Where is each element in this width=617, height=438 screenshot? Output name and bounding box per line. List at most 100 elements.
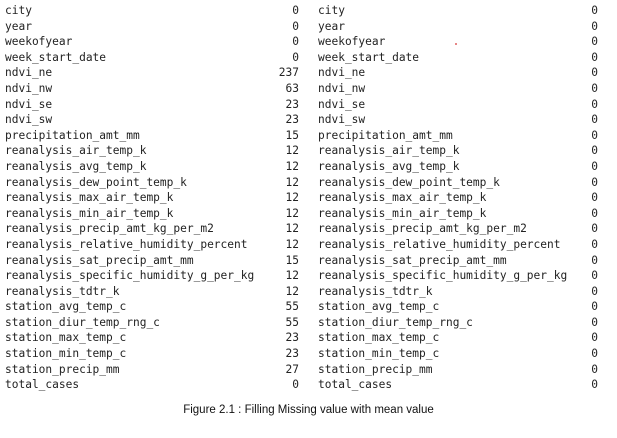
missing-count: 0 <box>292 35 299 49</box>
column-name: reanalysis_tdtr_k <box>5 284 120 298</box>
column-name: reanalysis_avg_temp_k <box>5 159 147 173</box>
column-name: reanalysis_tdtr_k <box>318 284 433 298</box>
missing-count: 63 <box>285 81 299 95</box>
missing-count: 0 <box>591 128 598 142</box>
column-name: station_diur_temp_rng_c <box>5 315 160 329</box>
figure-label: Figure 2.1 <box>183 404 235 416</box>
table-row: station_min_temp_c 23 <box>5 346 299 362</box>
missing-count: 0 <box>591 222 598 236</box>
column-name: station_avg_temp_c <box>5 300 127 314</box>
missing-count-before-table: city 0 year 0 weekofyear 0 week_start_date 0 ndv… <box>5 3 299 393</box>
table-row: reanalysis_sat_precip_amt_mm 15 <box>5 253 299 269</box>
column-name: ndvi_sw <box>5 113 53 127</box>
table-row: year 0 <box>318 19 598 35</box>
column-name: reanalysis_min_air_temp_k <box>318 206 487 220</box>
column-name: ndvi_se <box>5 97 53 111</box>
missing-count: 0 <box>591 331 598 345</box>
table-row: ndvi_sw 0 <box>318 112 598 128</box>
missing-count: 237 <box>278 66 299 80</box>
column-name: ndvi_ne <box>5 66 53 80</box>
column-name: total_cases <box>318 378 393 392</box>
missing-count: 23 <box>285 113 299 127</box>
table-row: station_avg_temp_c 0 <box>318 299 598 315</box>
missing-count: 0 <box>591 144 598 158</box>
column-name: reanalysis_air_temp_k <box>5 144 147 158</box>
missing-count: 0 <box>591 378 598 392</box>
column-name: reanalysis_precip_amt_kg_per_m2 <box>318 222 527 236</box>
column-name: station_max_temp_c <box>5 331 127 345</box>
column-name: reanalysis_air_temp_k <box>318 144 460 158</box>
table-row: city 0 <box>318 3 598 19</box>
table-row: reanalysis_precip_amt_kg_per_m2 0 <box>318 221 598 237</box>
table-row: precipitation_amt_mm 0 <box>318 128 598 144</box>
column-name: reanalysis_specific_humidity_g_per_kg <box>318 269 568 283</box>
missing-count: 0 <box>292 4 299 17</box>
missing-count: 0 <box>591 175 598 189</box>
missing-count: 0 <box>591 253 598 267</box>
column-name: ndvi_sw <box>318 113 366 127</box>
missing-count: 12 <box>285 191 299 205</box>
table-row: total_cases 0 <box>318 377 598 393</box>
column-name: reanalysis_relative_humidity_percent <box>5 237 248 251</box>
table-row: city 0 <box>5 3 299 19</box>
table-row: reanalysis_max_air_temp_k 0 <box>318 190 598 206</box>
column-name: reanalysis_dew_point_temp_k <box>318 175 500 189</box>
column-name: city <box>318 4 345 17</box>
column-name: weekofyear <box>318 35 386 49</box>
column-name: city <box>5 4 32 17</box>
missing-count: 0 <box>591 19 598 33</box>
missing-count: 12 <box>285 144 299 158</box>
column-name: reanalysis_min_air_temp_k <box>5 206 174 220</box>
column-name: weekofyear <box>5 35 73 49</box>
missing-count: 0 <box>591 206 598 220</box>
table-row: reanalysis_dew_point_temp_k 12 <box>5 175 299 191</box>
column-name: reanalysis_avg_temp_k <box>318 159 460 173</box>
column-name: week_start_date <box>5 50 107 64</box>
missing-count: 0 <box>591 315 598 329</box>
column-name: year <box>318 19 345 33</box>
table-row: weekofyear 0 <box>318 34 598 50</box>
table-row: ndvi_se 0 <box>318 97 598 113</box>
table-row: reanalysis_specific_humidity_g_per_kg 0 <box>318 268 598 284</box>
table-row: station_max_temp_c 23 <box>5 330 299 346</box>
missing-count: 15 <box>285 128 299 142</box>
column-name: reanalysis_dew_point_temp_k <box>5 175 187 189</box>
table-row: reanalysis_specific_humidity_g_per_kg 12 <box>5 268 299 284</box>
table-row: ndvi_se 23 <box>5 97 299 113</box>
table-row: station_precip_mm 27 <box>5 362 299 378</box>
missing-count: 0 <box>591 347 598 361</box>
table-row: station_diur_temp_rng_c 0 <box>318 315 598 331</box>
missing-count: 12 <box>285 206 299 220</box>
missing-count: 12 <box>285 222 299 236</box>
table-row: ndvi_ne 0 <box>318 65 598 81</box>
column-name: reanalysis_relative_humidity_percent <box>318 237 561 251</box>
table-row: station_max_temp_c 0 <box>318 330 598 346</box>
column-name: station_min_temp_c <box>318 347 440 361</box>
table-row: reanalysis_min_air_temp_k 12 <box>5 206 299 222</box>
column-name: station_max_temp_c <box>318 331 440 345</box>
table-row: reanalysis_avg_temp_k 12 <box>5 159 299 175</box>
missing-count: 12 <box>285 175 299 189</box>
missing-count: 0 <box>591 97 598 111</box>
table-row: ndvi_nw 0 <box>318 81 598 97</box>
missing-count: 12 <box>285 269 299 283</box>
missing-count: 0 <box>591 50 598 64</box>
missing-count: 0 <box>591 4 598 17</box>
missing-count: 0 <box>292 19 299 33</box>
table-row: weekofyear 0 <box>5 34 299 50</box>
missing-count-after-table: city 0 year 0 weekofyear 0 week_start_date 0 ndv… <box>318 3 598 393</box>
table-row: precipitation_amt_mm 15 <box>5 128 299 144</box>
missing-count: 0 <box>591 81 598 95</box>
figure-caption: Figure 2.1 : Filling Missing value with … <box>0 404 617 416</box>
table-row: total_cases 0 <box>5 377 299 393</box>
table-row: week_start_date 0 <box>318 50 598 66</box>
column-name: station_avg_temp_c <box>318 300 440 314</box>
missing-count: 0 <box>292 378 299 392</box>
missing-count: 0 <box>591 269 598 283</box>
column-name: ndvi_nw <box>5 81 53 95</box>
column-name: reanalysis_specific_humidity_g_per_kg <box>5 269 255 283</box>
column-name: total_cases <box>5 378 80 392</box>
missing-count: 0 <box>591 66 598 80</box>
table-row: reanalysis_tdtr_k 12 <box>5 284 299 300</box>
column-name: reanalysis_sat_precip_amt_mm <box>318 253 507 267</box>
